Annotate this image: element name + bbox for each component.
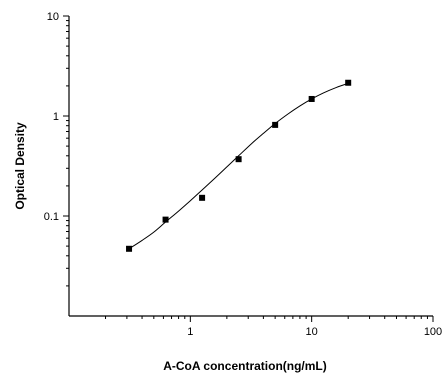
- y-ticks: 0.1 1 10: [44, 11, 69, 287]
- x-ticks: 1 10 100: [105, 316, 442, 338]
- axes: [68, 16, 433, 317]
- data-point: [126, 245, 133, 252]
- data-point: [308, 95, 315, 102]
- x-axis-title: A-CoA concentration(ng/mL): [163, 359, 327, 373]
- data-point: [345, 79, 352, 86]
- x-tick-label: 1: [187, 326, 193, 338]
- x-tick-label: 10: [306, 326, 318, 338]
- y-tick-label: 1: [53, 111, 59, 123]
- fit-curve-line: [128, 82, 349, 250]
- data-point: [162, 216, 169, 223]
- data-point: [272, 121, 279, 128]
- data-point: [235, 156, 242, 163]
- y-tick-label: 10: [47, 11, 59, 23]
- data-point: [199, 194, 206, 201]
- y-tick-label: 0.1: [44, 211, 59, 223]
- y-axis-title: Optical Density: [13, 122, 27, 210]
- x-tick-label: 100: [424, 326, 442, 338]
- data-points: [126, 79, 352, 252]
